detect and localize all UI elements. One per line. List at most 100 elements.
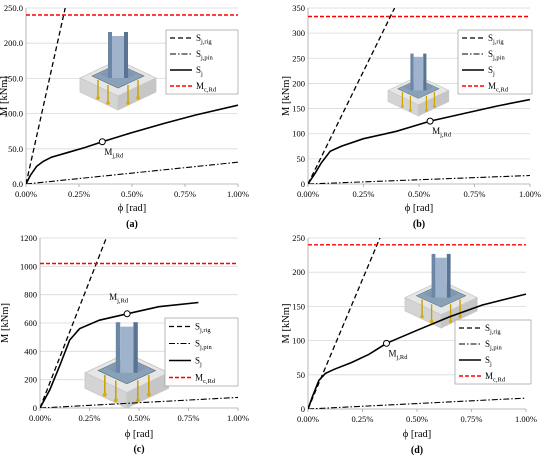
y-tick-label: 50 — [297, 154, 306, 164]
y-tick-label: 100 — [292, 336, 305, 346]
mjrd-label: Mj,Rd — [432, 126, 452, 139]
y-tick-label: 100 — [292, 129, 305, 139]
mjrd-marker — [382, 339, 390, 347]
connection-diagram-icon — [404, 253, 479, 329]
legend-entry: Mc,Rd — [195, 373, 216, 386]
y-tick-label: 350 — [292, 3, 305, 13]
series-line-sj-rig — [40, 238, 107, 408]
legend-entry: Sj,rig — [195, 322, 211, 335]
legend-entry: Sj,pin — [485, 339, 502, 352]
series-line-sj-pin — [308, 397, 526, 409]
chart-panel-1: 0.0 50.0 100.0 150.0 200.0 250.0 0.00% 0.25% 0.5… — [0, 3, 249, 230]
y-tick-label: 200.0 — [4, 38, 23, 48]
x-tick-label: 0.25% — [353, 189, 375, 199]
legend-entry: Mc,Rd — [196, 81, 217, 94]
legend-entry: Mc,Rd — [485, 371, 506, 384]
y-axis-label: M [kNm] — [281, 76, 292, 116]
x-axis-label: ϕ [rad] — [125, 429, 154, 440]
y-tick-label: 1000 — [20, 261, 37, 271]
x-tick-label: 0.00% — [29, 413, 51, 423]
plot-area — [308, 8, 530, 184]
legend-entry: Sj,pin — [196, 49, 213, 62]
x-tick-label: 0.50% — [121, 189, 143, 199]
y-tick-label: 200 — [292, 267, 305, 277]
y-tick-label: 150 — [292, 104, 305, 114]
series-line-sj-rig — [308, 8, 396, 184]
y-tick-label: 600 — [24, 318, 37, 328]
plot-area — [40, 238, 238, 408]
x-tick-label: 0.75% — [461, 414, 483, 424]
x-tick-label: 0.50% — [128, 413, 150, 423]
legend-box — [457, 29, 533, 95]
series-line-sj-pin — [308, 174, 530, 184]
y-tick-label: 1200 — [20, 233, 37, 243]
y-tick-label: 800 — [24, 290, 37, 300]
legend-entry: Sj,pin — [195, 339, 212, 352]
x-tick-label: 0.25% — [68, 189, 90, 199]
y-axis-label: M [kNm] — [0, 303, 11, 343]
y-axis-label: M [kNm] — [281, 304, 292, 344]
y-tick-label: 0 — [301, 404, 305, 414]
series-line-sj-pin — [40, 396, 238, 408]
series-line-sj — [40, 301, 199, 408]
legend-entry: Sj — [196, 65, 203, 78]
legend-entry: Mc,Rd — [488, 81, 509, 94]
legend-entry: Sj — [195, 356, 202, 369]
legend-entry: Sj,rig — [485, 323, 501, 336]
series-line-sj — [308, 293, 526, 409]
y-axis-label: M [kNm] — [0, 76, 10, 116]
mjrd-label: Mj,Rd — [388, 348, 408, 361]
series-line-sj-rig — [26, 8, 66, 184]
connection-diagram-icon — [79, 32, 157, 111]
x-tick-label: 0.25% — [352, 414, 374, 424]
y-tick-label: 300 — [292, 28, 305, 38]
legend-entry: Sj — [485, 355, 492, 368]
series-line-sj-pin — [26, 161, 238, 184]
y-tick-label: 100.0 — [4, 109, 23, 119]
x-tick-label: 1.00% — [227, 413, 249, 423]
y-tick-label: 150.0 — [4, 73, 23, 83]
x-tick-label: 0.75% — [464, 189, 486, 199]
connection-diagram-icon — [83, 322, 170, 409]
plot-area — [308, 238, 526, 409]
x-tick-label: 1.00% — [515, 414, 537, 424]
y-tick-label: 0.0 — [12, 179, 23, 189]
mjrd-marker — [98, 138, 106, 146]
y-tick-label: 150 — [292, 301, 305, 311]
panel-caption: (a) — [126, 219, 138, 230]
y-tick-label: 0 — [33, 403, 37, 413]
x-tick-label: 0.25% — [79, 413, 101, 423]
panel-caption: (c) — [133, 444, 144, 455]
y-tick-label: 400 — [24, 346, 37, 356]
legend-entry: Sj — [488, 65, 495, 78]
legend-entry: Sj,rig — [488, 33, 504, 46]
series-line-sj-rig — [308, 238, 381, 409]
panel-caption: (d) — [411, 445, 423, 456]
y-tick-label: 50 — [297, 370, 306, 380]
panel-caption: (b) — [413, 219, 425, 230]
y-tick-label: 200 — [24, 375, 37, 385]
mjrd-marker — [123, 310, 131, 318]
y-tick-label: 0 — [301, 179, 305, 189]
series-line-sj — [308, 98, 530, 184]
x-tick-label: 0.50% — [406, 414, 428, 424]
connection-diagram-icon — [387, 53, 450, 117]
x-tick-label: 0.75% — [178, 413, 200, 423]
legend-box — [454, 319, 532, 385]
x-axis-label: ϕ [rad] — [403, 429, 432, 440]
mjrd-label: Mj,Rd — [109, 292, 129, 305]
y-tick-label: 250 — [292, 233, 305, 243]
y-tick-label: 250.0 — [4, 3, 23, 13]
x-axis-label: ϕ [rad] — [405, 203, 434, 214]
plot-area — [26, 8, 238, 184]
series-line-sj — [26, 104, 238, 184]
x-tick-label: 1.00% — [227, 189, 249, 199]
x-tick-label: 0.00% — [15, 189, 37, 199]
chart-panel-2: 0 50 100 150 200 250 300 350 0.00% 0.25% 0.50% 0.75… — [281, 3, 541, 230]
x-tick-label: 0.00% — [297, 189, 319, 199]
x-tick-label: 1.00% — [519, 189, 541, 199]
chart-panel-3: 0 200 400 600 800 1000 1200 0.00% 0.25% 0.50% 0.75… — [0, 233, 249, 455]
mjrd-marker — [426, 117, 434, 125]
y-tick-label: 50.0 — [8, 144, 23, 154]
